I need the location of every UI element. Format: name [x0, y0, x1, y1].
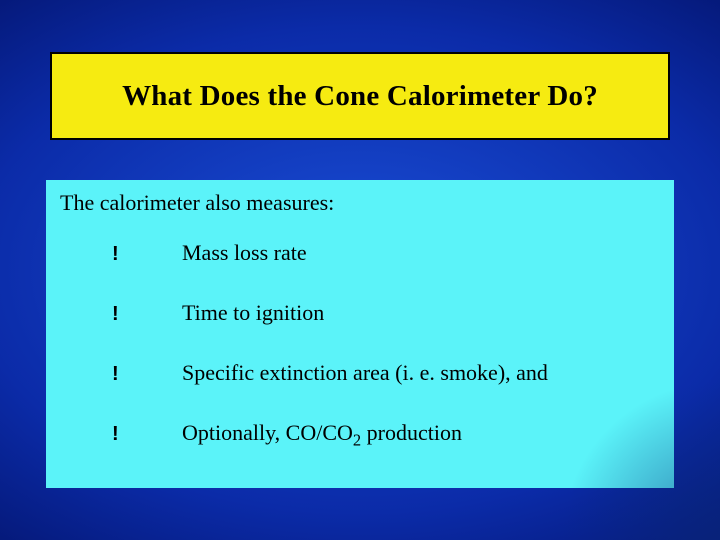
- title-box: What Does the Cone Calorimeter Do?: [50, 52, 670, 140]
- bullet-icon: !: [112, 303, 182, 326]
- bullet-row: ! Optionally, CO/CO2 production: [60, 420, 660, 450]
- bullet-icon: !: [112, 423, 182, 446]
- bullet-icon: !: [112, 363, 182, 386]
- bullet-text: Mass loss rate: [182, 240, 307, 266]
- bullet-text: Specific extinction area (i. e. smoke), …: [182, 360, 548, 386]
- slide-title: What Does the Cone Calorimeter Do?: [122, 80, 598, 113]
- bullet-row: ! Time to ignition: [60, 300, 660, 326]
- bullet-text: Time to ignition: [182, 300, 324, 326]
- bullet-icon: !: [112, 243, 182, 266]
- intro-text: The calorimeter also measures:: [60, 190, 660, 216]
- content-box: The calorimeter also measures: ! Mass lo…: [46, 180, 674, 488]
- bullet-text: Optionally, CO/CO2 production: [182, 420, 462, 450]
- bullet-row: ! Mass loss rate: [60, 240, 660, 266]
- bullet-row: ! Specific extinction area (i. e. smoke)…: [60, 360, 660, 386]
